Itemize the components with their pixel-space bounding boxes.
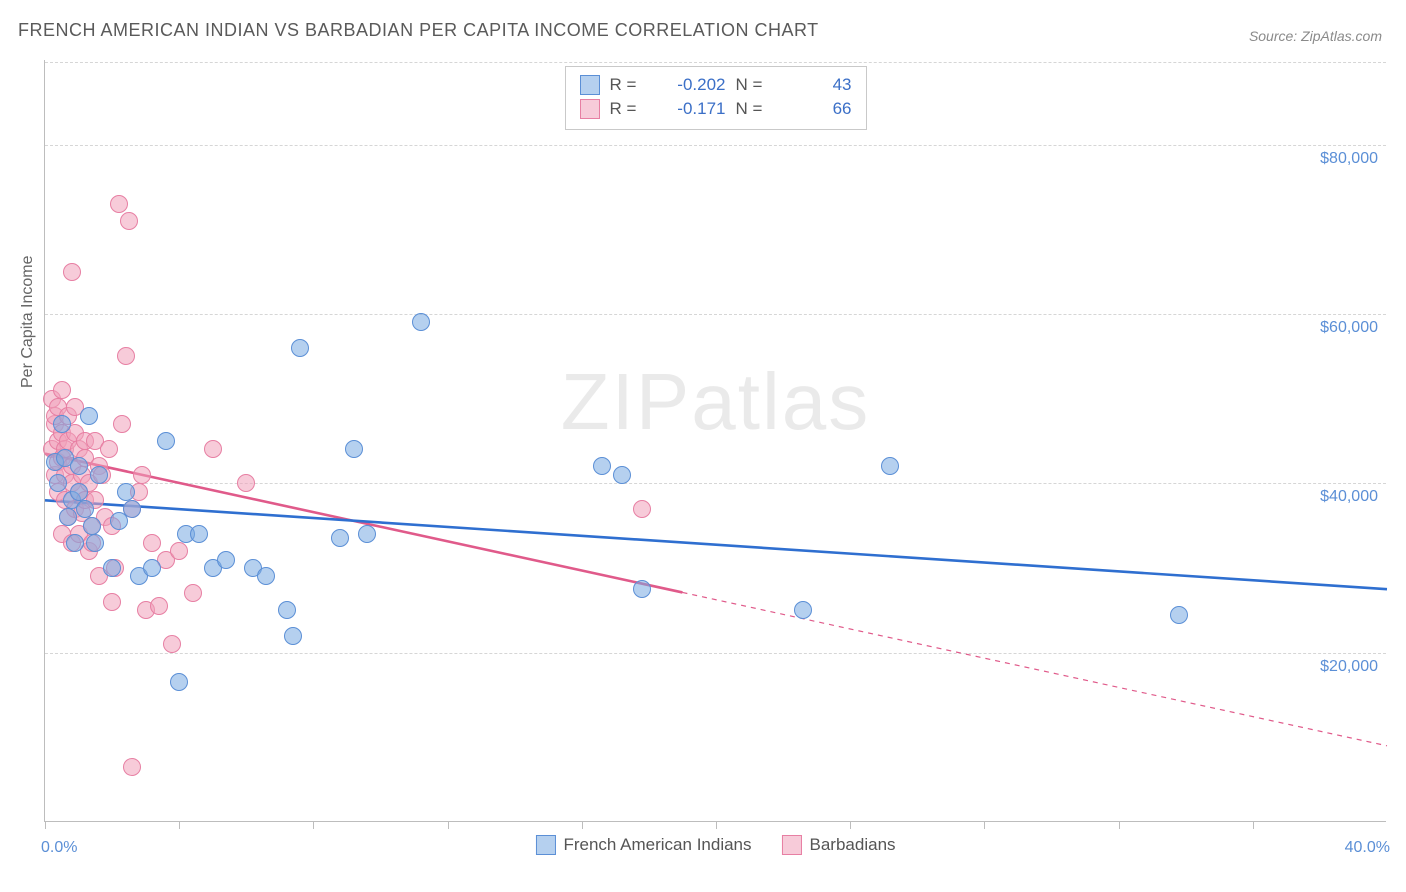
x-axis-min-label: 0.0% [41, 839, 77, 857]
series-legend: French American Indians Barbadians [535, 835, 895, 855]
scatter-point-series1 [90, 466, 108, 484]
scatter-point-series1 [358, 525, 376, 543]
scatter-point-series1 [278, 601, 296, 619]
scatter-point-series2 [204, 440, 222, 458]
correlation-legend: R = -0.202 N = 43 R = -0.171 N = 66 [565, 66, 867, 130]
legend-swatch-1 [580, 75, 600, 95]
trend-line [45, 500, 1387, 589]
x-tick [1253, 821, 1254, 829]
scatter-point-series1 [157, 432, 175, 450]
legend-label-1: French American Indians [563, 835, 751, 855]
scatter-point-series2 [117, 347, 135, 365]
legend-row-2: R = -0.171 N = 66 [580, 97, 852, 121]
scatter-point-series2 [110, 195, 128, 213]
scatter-point-series2 [184, 584, 202, 602]
scatter-point-series1 [59, 508, 77, 526]
n-label: N = [736, 75, 772, 95]
n-label: N = [736, 99, 772, 119]
legend-label-2: Barbadians [810, 835, 896, 855]
scatter-point-series2 [143, 534, 161, 552]
x-tick [1119, 821, 1120, 829]
scatter-point-series1 [53, 415, 71, 433]
scatter-point-series1 [633, 580, 651, 598]
scatter-point-series2 [100, 440, 118, 458]
scatter-point-series1 [257, 567, 275, 585]
r-label: R = [610, 99, 646, 119]
scatter-point-series2 [123, 758, 141, 776]
scatter-point-series1 [117, 483, 135, 501]
scatter-point-series2 [133, 466, 151, 484]
scatter-point-series2 [633, 500, 651, 518]
scatter-point-series1 [123, 500, 141, 518]
legend-swatch-series2 [782, 835, 802, 855]
scatter-point-series1 [86, 534, 104, 552]
x-tick [582, 821, 583, 829]
legend-row-1: R = -0.202 N = 43 [580, 73, 852, 97]
scatter-point-series2 [63, 263, 81, 281]
trend-line [682, 592, 1387, 745]
x-tick [448, 821, 449, 829]
n-value-2: 66 [782, 99, 852, 119]
r-value-1: -0.202 [656, 75, 726, 95]
scatter-point-series2 [120, 212, 138, 230]
x-tick [179, 821, 180, 829]
scatter-point-series2 [53, 381, 71, 399]
legend-item-1: French American Indians [535, 835, 751, 855]
scatter-point-series1 [284, 627, 302, 645]
x-tick [45, 821, 46, 829]
scatter-point-series1 [70, 483, 88, 501]
scatter-point-series1 [331, 529, 349, 547]
scatter-point-series1 [593, 457, 611, 475]
x-tick [850, 821, 851, 829]
scatter-point-series1 [70, 457, 88, 475]
chart-title: FRENCH AMERICAN INDIAN VS BARBADIAN PER … [18, 20, 819, 41]
scatter-point-series1 [76, 500, 94, 518]
scatter-point-series1 [66, 534, 84, 552]
scatter-point-series1 [170, 673, 188, 691]
legend-item-2: Barbadians [782, 835, 896, 855]
scatter-point-series2 [237, 474, 255, 492]
legend-swatch-series1 [535, 835, 555, 855]
scatter-point-series1 [412, 313, 430, 331]
source-attribution: Source: ZipAtlas.com [1249, 28, 1382, 44]
scatter-point-series2 [150, 597, 168, 615]
plot-area: Per Capita Income ZIPatlas $20,000$40,00… [44, 60, 1386, 822]
scatter-point-series1 [103, 559, 121, 577]
scatter-point-series1 [80, 407, 98, 425]
x-tick [313, 821, 314, 829]
scatter-point-series1 [345, 440, 363, 458]
x-tick [716, 821, 717, 829]
scatter-point-series2 [113, 415, 131, 433]
scatter-point-series2 [170, 542, 188, 560]
x-tick [984, 821, 985, 829]
scatter-point-series1 [143, 559, 161, 577]
scatter-point-series1 [190, 525, 208, 543]
r-label: R = [610, 75, 646, 95]
scatter-point-series1 [83, 517, 101, 535]
y-axis-title: Per Capita Income [19, 255, 37, 388]
x-axis-max-label: 40.0% [1345, 839, 1390, 857]
scatter-point-series1 [49, 474, 67, 492]
scatter-point-series1 [291, 339, 309, 357]
scatter-point-series1 [613, 466, 631, 484]
scatter-point-series2 [163, 635, 181, 653]
legend-swatch-2 [580, 99, 600, 119]
scatter-point-series1 [1170, 606, 1188, 624]
trend-lines-layer [45, 60, 1386, 821]
scatter-point-series2 [103, 593, 121, 611]
scatter-point-series1 [217, 551, 235, 569]
r-value-2: -0.171 [656, 99, 726, 119]
scatter-point-series1 [794, 601, 812, 619]
scatter-point-series1 [881, 457, 899, 475]
n-value-1: 43 [782, 75, 852, 95]
